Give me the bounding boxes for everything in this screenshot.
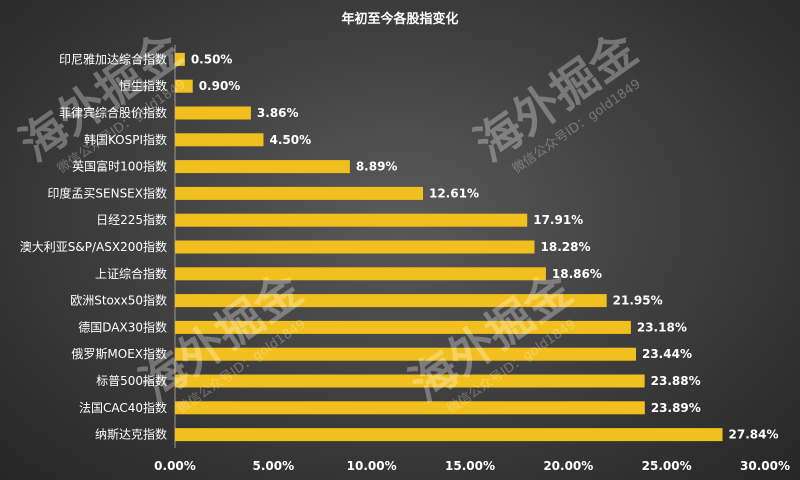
bar xyxy=(175,213,528,227)
bar xyxy=(175,294,607,308)
x-tick-label: 5.00% xyxy=(253,459,295,473)
data-label: 12.61% xyxy=(429,186,479,200)
category-label: 上证综合指数 xyxy=(95,266,167,281)
data-label: 18.86% xyxy=(552,267,602,281)
data-label: 17.91% xyxy=(533,213,583,227)
category-label: 韩国KOSPI指数 xyxy=(84,132,167,147)
x-tick-label: 15.00% xyxy=(445,459,495,473)
bar xyxy=(175,160,350,174)
category-label: 菲律宾综合股价指数 xyxy=(59,105,167,120)
bar xyxy=(175,267,546,281)
category-labels: 印尼雅加达综合指数恒生指数菲律宾综合股价指数韩国KOSPI指数英国富时100指数… xyxy=(20,51,167,441)
category-label: 印度孟买SENSEX指数 xyxy=(47,185,167,200)
data-label: 23.44% xyxy=(642,347,692,361)
x-tick-label: 20.00% xyxy=(543,459,593,473)
data-label: 21.95% xyxy=(613,294,663,308)
category-label: 澳大利亚S&P/ASX200指数 xyxy=(20,239,167,254)
category-label: 印尼雅加达综合指数 xyxy=(59,51,167,66)
bar xyxy=(175,347,636,361)
category-label: 英国富时100指数 xyxy=(72,159,167,174)
data-label: 8.89% xyxy=(356,160,398,174)
data-label: 18.28% xyxy=(541,240,591,254)
category-label: 俄罗斯MOEX指数 xyxy=(71,346,167,361)
x-axis-ticks: 0.00% 5.00% 10.00% 15.00% 20.00% 25.00% 30.00% xyxy=(154,459,790,473)
category-label: 纳斯达克指数 xyxy=(95,427,167,442)
bar xyxy=(175,240,535,254)
x-tick-label: 10.00% xyxy=(347,459,397,473)
x-tick-label: 0.00% xyxy=(154,459,196,473)
bar xyxy=(175,186,423,200)
data-label: 4.50% xyxy=(270,133,312,147)
x-tick-label: 25.00% xyxy=(642,459,692,473)
category-label: 日经225指数 xyxy=(96,212,167,227)
data-label: 23.18% xyxy=(637,320,687,334)
data-label: 3.86% xyxy=(257,106,299,120)
data-label: 0.90% xyxy=(199,79,241,93)
bar xyxy=(175,374,645,388)
chart-title: 年初至今各股指变化 xyxy=(341,11,458,27)
bar xyxy=(175,401,645,415)
data-label: 23.89% xyxy=(651,401,701,415)
bar xyxy=(175,52,185,66)
data-label: 0.50% xyxy=(191,52,233,66)
bar xyxy=(175,320,631,334)
bar xyxy=(175,79,193,93)
category-label: 欧洲Stoxx50指数 xyxy=(70,293,167,308)
category-label: 法国CAC40指数 xyxy=(79,400,167,415)
bar xyxy=(175,106,251,120)
category-label: 德国DAX30指数 xyxy=(78,319,167,334)
bar xyxy=(175,428,723,442)
data-label: 27.84% xyxy=(729,428,779,442)
category-label: 标普500指数 xyxy=(96,373,167,388)
data-label: 23.88% xyxy=(651,374,701,388)
value-labels: 0.50% 0.90% 3.86% 4.50% 8.89% 12.61% 17.91% 18.… xyxy=(191,52,779,441)
x-tick-label: 30.00% xyxy=(740,459,790,473)
bars-group xyxy=(175,52,723,442)
category-label: 恒生指数 xyxy=(119,78,167,93)
bar xyxy=(175,133,264,147)
